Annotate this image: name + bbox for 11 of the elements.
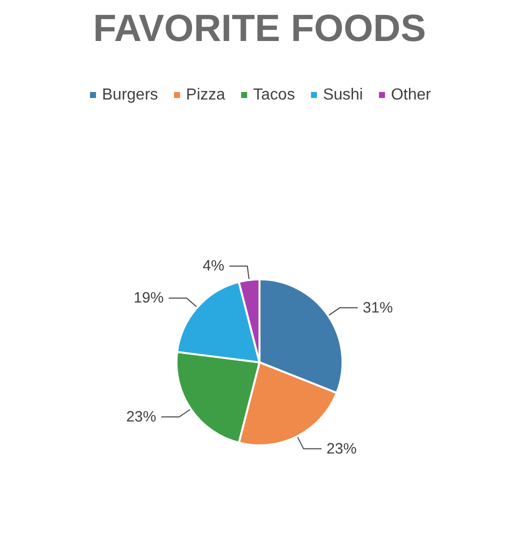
- legend-label: Tacos: [253, 86, 295, 104]
- legend-label: Other: [390, 86, 432, 104]
- data-label: 31%: [362, 299, 393, 316]
- data-label: 19%: [134, 290, 164, 307]
- data-label: 4%: [202, 258, 224, 275]
- chart-title: FAVORITE FOODS: [93, 8, 426, 50]
- legend-label: Burgers: [102, 86, 158, 104]
- legend-label: Sushi: [322, 86, 363, 104]
- legend-label: Pizza: [186, 86, 226, 104]
- data-label: 23%: [126, 408, 156, 426]
- data-label: 23%: [326, 440, 357, 458]
